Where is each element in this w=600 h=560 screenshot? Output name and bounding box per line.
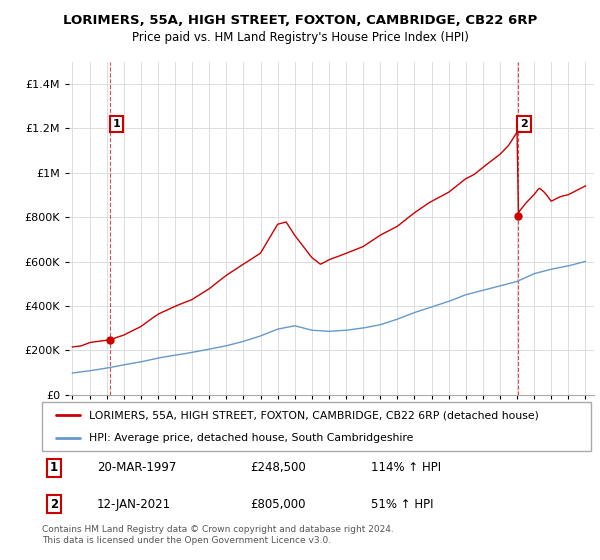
Text: £805,000: £805,000 [251, 498, 306, 511]
Text: Contains HM Land Registry data © Crown copyright and database right 2024.
This d: Contains HM Land Registry data © Crown c… [42, 525, 394, 545]
Text: 2: 2 [50, 498, 58, 511]
Text: 1: 1 [50, 461, 58, 474]
Text: 114% ↑ HPI: 114% ↑ HPI [371, 461, 442, 474]
Text: 2: 2 [520, 119, 528, 129]
Text: HPI: Average price, detached house, South Cambridgeshire: HPI: Average price, detached house, Sout… [89, 433, 413, 444]
Text: LORIMERS, 55A, HIGH STREET, FOXTON, CAMBRIDGE, CB22 6RP (detached house): LORIMERS, 55A, HIGH STREET, FOXTON, CAMB… [89, 410, 539, 421]
Text: 20-MAR-1997: 20-MAR-1997 [97, 461, 176, 474]
Text: LORIMERS, 55A, HIGH STREET, FOXTON, CAMBRIDGE, CB22 6RP: LORIMERS, 55A, HIGH STREET, FOXTON, CAMB… [63, 14, 537, 27]
Text: Price paid vs. HM Land Registry's House Price Index (HPI): Price paid vs. HM Land Registry's House … [131, 31, 469, 44]
Text: 1: 1 [113, 119, 121, 129]
Text: £248,500: £248,500 [251, 461, 307, 474]
Text: 12-JAN-2021: 12-JAN-2021 [97, 498, 171, 511]
Text: 51% ↑ HPI: 51% ↑ HPI [371, 498, 434, 511]
